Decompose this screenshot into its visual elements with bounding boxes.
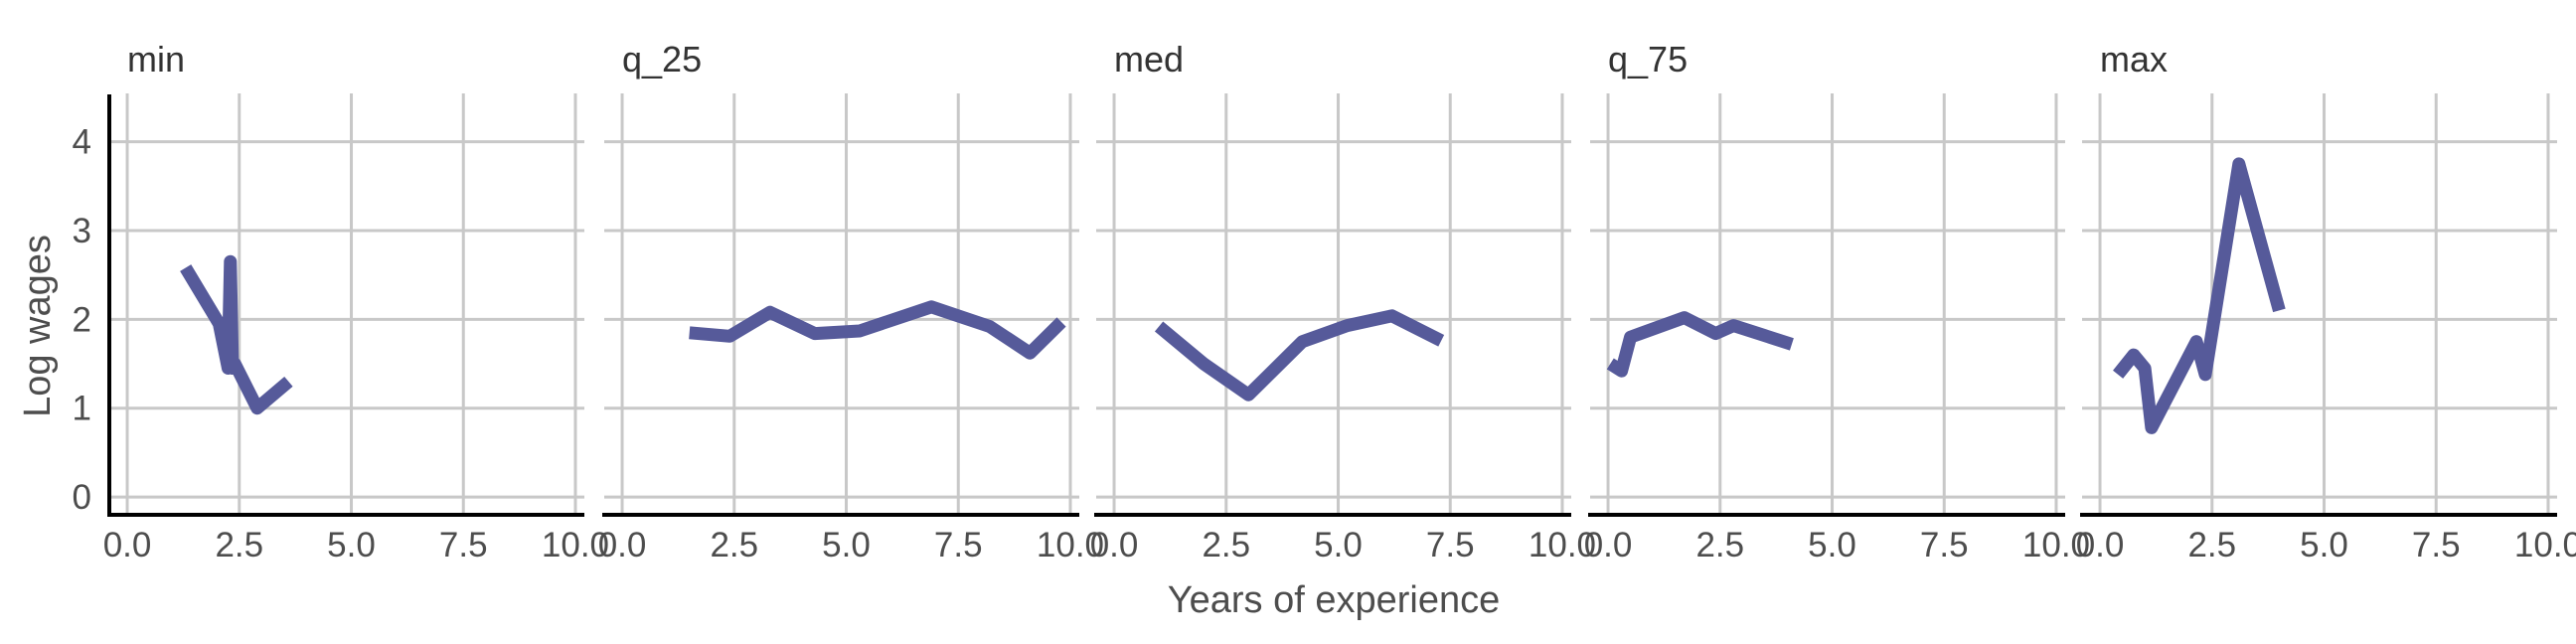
facet-label: med xyxy=(1114,39,1184,80)
x-tick-label: 2.5 xyxy=(1695,526,1744,564)
x-tick-label: 0.0 xyxy=(2076,526,2125,564)
x-tick-label: 0.0 xyxy=(1090,526,1139,564)
panel-med: 0.0 2.5 5.0 7.5 10.0 med xyxy=(1090,39,1596,564)
series-line-q-25 xyxy=(689,300,1066,360)
series-line-max xyxy=(2113,157,2286,434)
x-tick-label: 2.5 xyxy=(1202,526,1250,564)
x-tick-label: 7.5 xyxy=(439,526,488,564)
x-tick-label: 0.0 xyxy=(1584,526,1633,564)
x-tick-label: 2.5 xyxy=(710,526,758,564)
x-tick-label: 7.5 xyxy=(1426,526,1475,564)
x-tick-label: 5.0 xyxy=(2300,526,2348,564)
x-axis-title: Years of experience xyxy=(1168,579,1501,621)
x-tick-label: 5.0 xyxy=(1314,526,1363,564)
x-tick-label: 10.0 xyxy=(2514,526,2576,564)
y-tick-label: 2 xyxy=(73,300,91,339)
panel-q-25: 0.0 2.5 5.0 7.5 10.0 q_25 xyxy=(598,39,1104,564)
x-tick-label: 10.0 xyxy=(1037,526,1104,564)
x-tick-label: 7.5 xyxy=(1920,526,1969,564)
x-tick-label: 5.0 xyxy=(1808,526,1856,564)
x-tick-label: 10.0 xyxy=(1529,526,1596,564)
x-tick-label: 7.5 xyxy=(2412,526,2461,564)
panel-q-75: 0.0 2.5 5.0 7.5 10.0 q_75 xyxy=(1584,39,2090,564)
x-tick-label: 2.5 xyxy=(215,526,263,564)
y-tick-label: 3 xyxy=(73,212,91,250)
panel-min: 0 1 2 3 4 0.0 2.5 5.0 7.5 10.0 min xyxy=(73,39,610,564)
panel-max: 0.0 2.5 5.0 7.5 10.0 max xyxy=(2076,39,2576,564)
x-tick-label: 0.0 xyxy=(598,526,647,564)
facet-label: q_75 xyxy=(1608,39,1688,80)
series-line-med xyxy=(1154,309,1445,402)
x-tick-label: 0.0 xyxy=(103,526,152,564)
series-line-min xyxy=(180,254,293,415)
x-tick-label: 7.5 xyxy=(934,526,983,564)
x-tick-label: 2.5 xyxy=(2187,526,2236,564)
chart-panels: 0 1 2 3 4 0.0 2.5 5.0 7.5 10.0 min 0.0 2.5 5.0 7.5 10.0… xyxy=(73,39,2576,564)
facet-label: q_25 xyxy=(622,39,702,80)
x-tick-label: 10.0 xyxy=(2022,526,2090,564)
series-line-q-75 xyxy=(1606,311,1794,378)
x-tick-label: 10.0 xyxy=(542,526,609,564)
x-tick-label: 5.0 xyxy=(822,526,871,564)
y-tick-label: 4 xyxy=(73,123,91,162)
y-tick-label: 0 xyxy=(73,478,91,517)
facet-label: max xyxy=(2100,39,2168,80)
y-axis-title: Log wages xyxy=(17,235,59,417)
y-tick-label: 1 xyxy=(73,390,91,428)
facet-label: min xyxy=(127,39,185,80)
x-tick-label: 5.0 xyxy=(327,526,376,564)
